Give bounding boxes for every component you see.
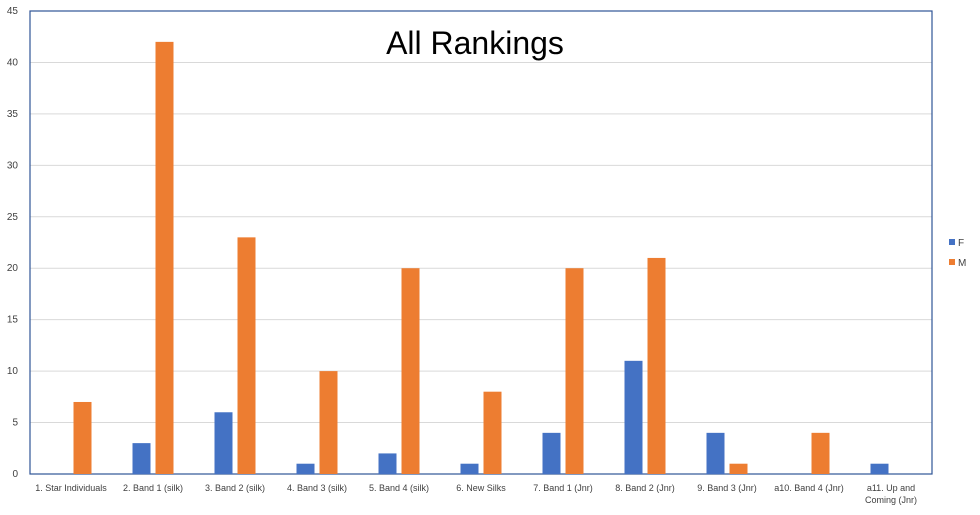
legend: FM (949, 238, 966, 269)
y-tick-label: 20 (7, 263, 19, 274)
y-tick-label: 45 (7, 6, 19, 17)
bar-f (460, 463, 479, 474)
legend-label: M (958, 258, 966, 269)
x-tick-label: 8. Band 2 (Jnr) (615, 483, 675, 493)
y-axis-ticks: 0 5 10 15 20 25 30 35 40 45 (7, 6, 19, 480)
x-tick-label: 2. Band 1 (silk) (123, 483, 183, 493)
bar-m (401, 268, 420, 474)
legend-swatch (949, 239, 955, 245)
y-tick-label: 0 (12, 469, 18, 480)
x-tick-label: 5. Band 4 (silk) (369, 483, 429, 493)
legend-swatch (949, 259, 955, 265)
bar-m (811, 432, 830, 474)
y-tick-label: 10 (7, 366, 19, 377)
x-tick-label: 9. Band 3 (Jnr) (697, 483, 757, 493)
bar-f (624, 360, 643, 474)
y-tick-label: 5 (12, 418, 18, 429)
chart-title: All Rankings (386, 25, 564, 61)
x-tick-label: Coming (Jnr) (865, 495, 917, 505)
x-tick-label: 6. New Silks (456, 483, 506, 493)
bar-f (378, 453, 397, 474)
x-tick-label: 4. Band 3 (silk) (287, 483, 347, 493)
bar-m (155, 41, 174, 474)
bar-f (132, 443, 151, 474)
y-tick-label: 40 (7, 57, 19, 68)
bar-m (73, 401, 92, 474)
x-tick-label: a11. Up and (867, 483, 915, 493)
bar-f (870, 463, 889, 474)
bar-m (483, 391, 502, 474)
bars (73, 41, 889, 474)
bar-m (319, 371, 338, 474)
x-tick-label: 3. Band 2 (silk) (205, 483, 265, 493)
x-tick-label: 7. Band 1 (Jnr) (533, 483, 593, 493)
bar-m (647, 257, 666, 474)
y-tick-label: 25 (7, 212, 19, 223)
y-tick-label: 15 (7, 315, 19, 326)
x-tick-label: a10. Band 4 (Jnr) (774, 483, 844, 493)
plot-frame (29, 10, 933, 475)
x-tick-label: 1. Star Individuals (35, 483, 107, 493)
y-tick-label: 30 (7, 160, 19, 171)
bar-m (729, 463, 748, 474)
x-axis-ticks: 1. Star Individuals 2. Band 1 (silk) 3. Ba… (35, 483, 917, 505)
legend-label: F (958, 238, 964, 249)
bar-f (296, 463, 315, 474)
bar-m (237, 237, 256, 474)
bar-f (706, 432, 725, 474)
y-tick-label: 35 (7, 109, 19, 120)
bar-f (214, 412, 233, 474)
bar-m (565, 268, 584, 474)
bar-f (542, 432, 561, 474)
